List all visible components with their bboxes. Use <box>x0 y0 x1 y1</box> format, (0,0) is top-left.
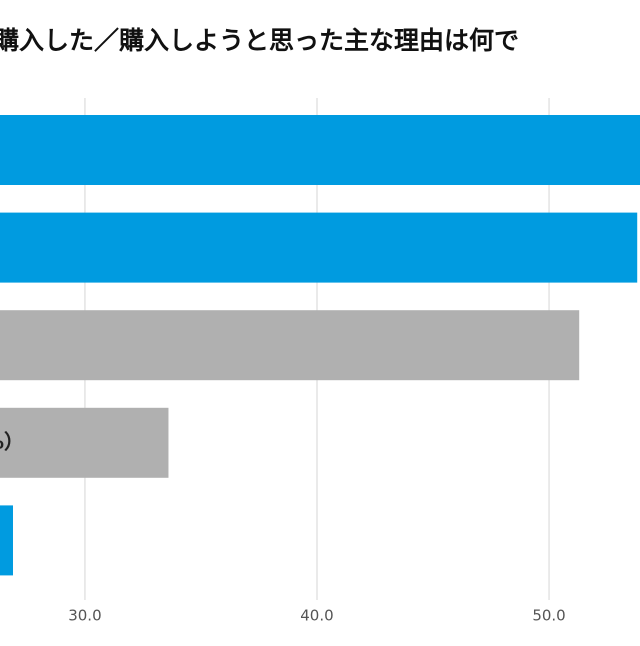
x-tick-label: 30.0 <box>68 607 101 625</box>
bar <box>0 115 640 185</box>
bar <box>0 212 638 283</box>
bar <box>0 310 580 381</box>
bar-label: %） <box>0 429 24 453</box>
bar <box>0 407 169 478</box>
x-tick-label: 40.0 <box>300 607 333 625</box>
x-tick-label: 50.0 <box>532 607 565 625</box>
bar <box>0 505 13 576</box>
chart-title: 購入した／購入しようと思った主な理由は何で <box>0 26 519 55</box>
